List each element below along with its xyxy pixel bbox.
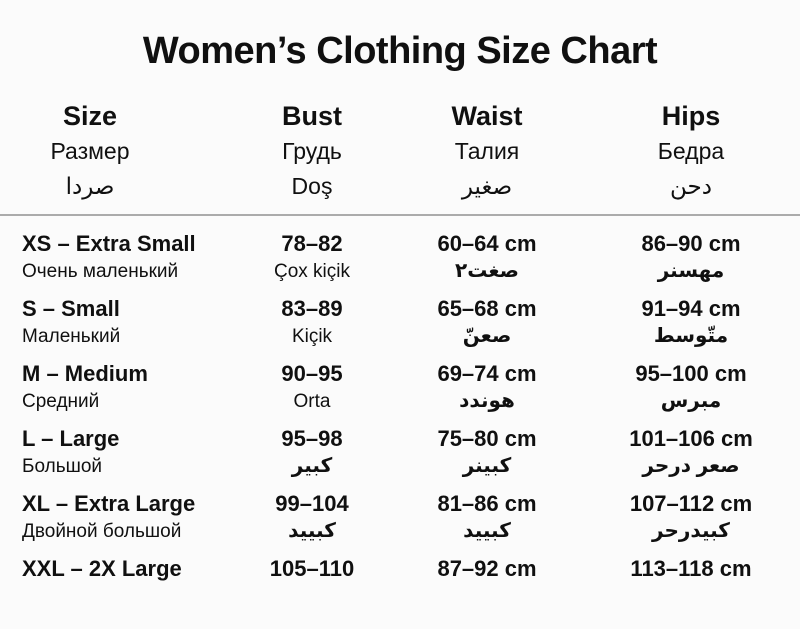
- size-label: M – Medium: [22, 361, 148, 387]
- cell-size: XS – Extra Small Очень маленький: [0, 224, 232, 289]
- col-header-hips: Hips Бедра دحن: [582, 98, 800, 204]
- size-chart-page: Women’s Clothing Size Chart Size Размер …: [0, 30, 800, 629]
- cell-hips: 101–106 cm صعر درحر: [582, 419, 800, 484]
- hips-value-alt: متّوسط: [653, 325, 729, 348]
- bust-value: 83–89: [281, 296, 343, 322]
- waist-value: 69–74 cm: [437, 361, 537, 387]
- hips-value: 113–118 cm: [630, 556, 752, 582]
- col-header-size: Size Размер صردا: [0, 98, 232, 204]
- cell-hips: 113–118 cm: [582, 549, 800, 585]
- hips-value: 86–90 cm: [641, 231, 741, 257]
- waist-value-alt: كبييد: [463, 520, 511, 543]
- hips-value-alt: كبيدرحر: [652, 520, 730, 543]
- cell-waist: 87–92 cm: [392, 549, 582, 585]
- col-header-waist-ru: Талия: [454, 138, 520, 165]
- col-header-size-third: صردا: [65, 173, 115, 200]
- size-label: XXL – 2X Large: [22, 556, 182, 582]
- bust-value: 99–104: [275, 491, 349, 517]
- col-header-bust-third: Doş: [291, 173, 333, 200]
- cell-waist: 60–64 cm صغت٢: [392, 224, 582, 289]
- cell-waist: 75–80 cm كبينر: [392, 419, 582, 484]
- hips-value-alt: مهسنر: [657, 260, 725, 283]
- bust-value-alt: Kiçik: [291, 326, 333, 348]
- cell-waist: 81–86 cm كبييد: [392, 484, 582, 549]
- cell-hips: 86–90 cm مهسنر: [582, 224, 800, 289]
- size-label: S – Small: [22, 296, 120, 322]
- waist-value: 87–92 cm: [437, 556, 537, 582]
- bust-value-alt: كبييد: [288, 520, 336, 543]
- bust-value-alt: Orta: [293, 391, 331, 413]
- hips-value: 91–94 cm: [641, 296, 741, 322]
- col-header-waist-en: Waist: [451, 101, 523, 132]
- hips-value: 101–106 cm: [629, 426, 753, 452]
- waist-value-alt: هوندد: [459, 390, 515, 413]
- waist-value: 60–64 cm: [437, 231, 537, 257]
- cell-size: S – Small Маленький: [0, 289, 232, 354]
- cell-waist: 69–74 cm هوندد: [392, 354, 582, 419]
- cell-hips: 95–100 cm مبرس: [582, 354, 800, 419]
- col-header-bust-en: Bust: [282, 101, 342, 132]
- cell-hips: 107–112 cm كبيدرحر: [582, 484, 800, 549]
- bust-value: 95–98: [281, 426, 343, 452]
- cell-bust: 83–89 Kiçik: [232, 289, 392, 354]
- cell-size: XXL – 2X Large: [0, 549, 232, 585]
- size-label-alt: Большой: [22, 456, 103, 478]
- col-header-waist-third: صغير: [461, 173, 513, 200]
- cell-bust: 105–110: [232, 549, 392, 585]
- cell-hips: 91–94 cm متّوسط: [582, 289, 800, 354]
- size-chart-table: Size Размер صردا Bust Грудь Doş Waist Та…: [0, 98, 800, 585]
- col-header-bust: Bust Грудь Doş: [232, 98, 392, 204]
- size-label: XS – Extra Small: [22, 231, 196, 257]
- waist-value-alt: كبينر: [462, 455, 512, 478]
- waist-value: 81–86 cm: [437, 491, 537, 517]
- cell-bust: 95–98 كبير: [232, 419, 392, 484]
- size-label-alt: Очень маленький: [22, 261, 179, 283]
- hips-value-alt: مبرس: [660, 390, 722, 413]
- bust-value: 105–110: [269, 556, 355, 582]
- waist-value-alt: صغت٢: [454, 260, 519, 283]
- col-header-waist: Waist Талия صغير: [392, 98, 582, 204]
- col-header-hips-ru: Бедра: [657, 138, 725, 165]
- hips-value: 107–112 cm: [629, 491, 753, 517]
- cell-size: M – Medium Средний: [0, 354, 232, 419]
- size-label-alt: Двойной большой: [22, 521, 182, 543]
- col-header-hips-third: دحن: [670, 173, 712, 200]
- cell-bust: 78–82 Çox kiçik: [232, 224, 392, 289]
- cell-bust: 99–104 كبييد: [232, 484, 392, 549]
- page-title: Women’s Clothing Size Chart: [142, 30, 658, 72]
- col-header-size-ru: Размер: [50, 138, 130, 165]
- waist-value-alt: صعنّ: [462, 325, 512, 348]
- col-header-size-en: Size: [62, 101, 118, 132]
- col-header-bust-ru: Грудь: [282, 138, 342, 165]
- waist-value: 75–80 cm: [437, 426, 537, 452]
- col-header-hips-en: Hips: [661, 101, 721, 132]
- header-divider: [0, 214, 800, 217]
- size-label: XL – Extra Large: [22, 491, 196, 517]
- bust-value: 90–95: [281, 361, 343, 387]
- bust-value-alt: Çox kiçik: [273, 261, 350, 283]
- size-label-alt: Средний: [22, 391, 100, 413]
- cell-size: XL – Extra Large Двойной большой: [0, 484, 232, 549]
- hips-value-alt: صعر درحر: [642, 455, 740, 478]
- size-label-alt: Маленький: [22, 326, 121, 348]
- waist-value: 65–68 cm: [437, 296, 537, 322]
- cell-bust: 90–95 Orta: [232, 354, 392, 419]
- size-label: L – Large: [22, 426, 120, 452]
- bust-value-alt: كبير: [291, 455, 333, 478]
- cell-waist: 65–68 cm صعنّ: [392, 289, 582, 354]
- bust-value: 78–82: [281, 231, 343, 257]
- cell-size: L – Large Большой: [0, 419, 232, 484]
- hips-value: 95–100 cm: [635, 361, 747, 387]
